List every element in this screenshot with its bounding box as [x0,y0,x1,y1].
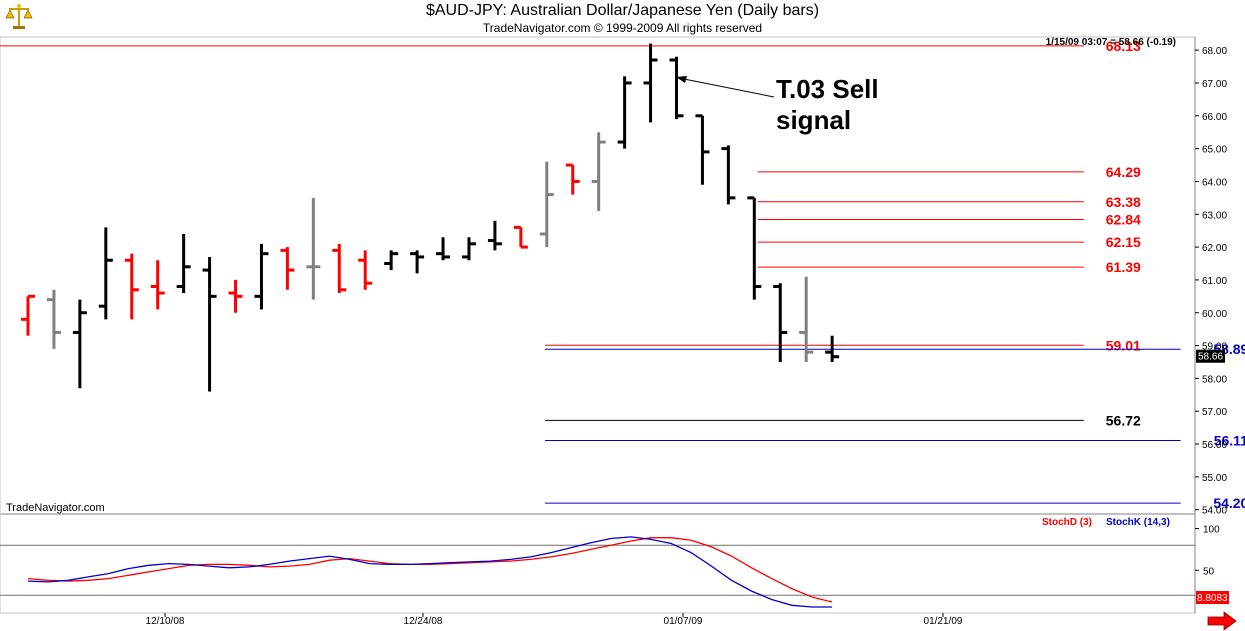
date-axis-label: 01/07/09 [664,616,703,627]
stoch-last-value-label: 8.8083 [1197,593,1228,604]
level-label-62.15: 62.15 [1106,234,1141,250]
last-price-label: 58.66 [1198,352,1223,363]
scroll-right-arrow-icon[interactable] [1207,611,1237,631]
price-axis-label: 56.00 [1202,440,1227,451]
level-label-62.84: 62.84 [1106,212,1141,228]
legend-stochd: StochD (3) [1042,517,1092,528]
date-axis-label: 12/10/08 [146,616,185,627]
price-axis-label: 63.00 [1202,210,1227,221]
date-axis-label: 12/24/08 [404,616,443,627]
price-axis-label: 64.00 [1202,177,1227,188]
level-label-56.72: 56.72 [1106,412,1141,428]
level-label-54.20: 54.20 [1213,495,1245,511]
level-label-68.13: 68.13 [1106,38,1141,54]
stoch-series-stochk [27,536,832,608]
price-axis-label: 54.00 [1202,506,1227,517]
price-axis-label: 61.00 [1202,276,1227,287]
quote-readout: 1/15/09 03:07 = 58.66 (-0.19) [1046,37,1176,48]
scale-logo-graphic [5,4,33,29]
sell-signal-annotation-line1: T.03 Sell [776,74,879,104]
stoch-axis-label: 50 [1203,566,1215,577]
price-axis-label: 68.00 [1202,46,1227,57]
last-price-box [1196,349,1225,363]
sell-signal-annotation-line2: signal [776,105,851,135]
stoch-axis-label: 100 [1203,525,1220,536]
scale-logo-icon [4,2,34,32]
price-axis-label: 66.00 [1202,112,1227,123]
level-label-61.39: 61.39 [1106,259,1141,275]
price-axis-label: 58.00 [1202,374,1227,385]
chart-title: $AUD-JPY: Australian Dollar/Japanese Yen… [425,2,820,19]
price-axis-label: 60.00 [1202,309,1227,320]
stoch-last-value-box [1196,591,1229,604]
level-label-64.29: 64.29 [1106,164,1141,180]
annotation-arrow [676,76,775,98]
level-label-63.38: 63.38 [1106,194,1141,210]
stoch-series-stochd [27,537,833,603]
chart-area-frame [0,36,1196,614]
price-axis-label: 67.00 [1202,79,1227,90]
legend-stochk: StochK (14,3) [1106,517,1170,528]
watermark-text: TradeNavigator.com [6,502,105,514]
price-axis-label: 62.00 [1202,243,1227,254]
price-axis-label: 65.00 [1202,145,1227,156]
price-axis-label: 57.00 [1202,407,1227,418]
price-axis-label: 59.00 [1202,342,1227,353]
right-axis-area [1195,37,1245,613]
level-label-59.01: 59.01 [1106,337,1141,353]
copyright-subtitle: TradeNavigator.com © 1999-2009 All right… [482,21,763,35]
date-axis-label: 01/21/09 [924,616,963,627]
price-axis-label: 55.00 [1202,473,1227,484]
level-label-56.11: 56.11 [1214,432,1245,448]
